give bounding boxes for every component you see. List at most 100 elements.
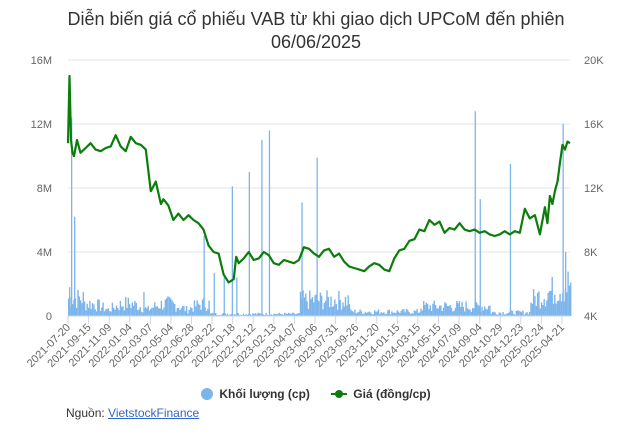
volume-bar — [282, 314, 284, 316]
volume-bar — [542, 305, 544, 316]
volume-bar — [449, 305, 451, 316]
volume-bar — [507, 312, 510, 316]
volume-bar — [167, 296, 169, 316]
volume-bar — [351, 311, 353, 316]
volume-bar — [105, 309, 107, 316]
volume-bar — [411, 313, 413, 316]
volume-bar — [487, 306, 490, 316]
volume-bar — [86, 303, 88, 316]
volume-bar — [181, 305, 184, 316]
volume-bar — [94, 309, 96, 316]
volume-bars-series[interactable] — [68, 111, 572, 316]
volume-bar — [460, 306, 462, 316]
legend-item-price[interactable]: Giá (đồng/cp) — [331, 387, 431, 401]
volume-bar — [278, 312, 280, 316]
volume-bar — [328, 307, 331, 316]
right-axis-tick: 4K — [584, 311, 598, 323]
volume-bar — [370, 312, 372, 316]
volume-bar — [132, 305, 135, 316]
volume-bar — [287, 312, 290, 316]
volume-bar — [468, 309, 470, 316]
volume-bar — [191, 308, 193, 316]
volume-bar — [457, 303, 459, 316]
volume-bar — [276, 314, 278, 316]
volume-bar — [339, 299, 341, 316]
volume-bar — [305, 293, 307, 316]
legend-item-volume[interactable]: Khối lượng (cp) — [201, 387, 310, 401]
volume-bar — [163, 307, 165, 316]
legend: Khối lượng (cp) Giá (đồng/cp) — [0, 387, 632, 403]
source-credit: Nguồn: VietstockFinance — [66, 406, 199, 420]
volume-bar — [374, 310, 376, 316]
right-axis-tick: 8K — [584, 247, 598, 259]
volume-bar — [281, 314, 283, 316]
volume-bar — [315, 294, 318, 316]
volume-bar — [290, 314, 292, 316]
volume-bar — [526, 312, 528, 316]
volume-bar-spike — [479, 199, 481, 316]
volume-bar-spike — [74, 216, 76, 316]
volume-bar — [72, 304, 74, 316]
volume-bar — [434, 305, 437, 316]
volume-bar — [358, 312, 360, 316]
volume-bar — [499, 312, 502, 316]
volume-bar — [408, 312, 410, 316]
volume-bar — [513, 314, 515, 316]
volume-bar — [97, 299, 99, 316]
left-axis-tick: 8M — [37, 183, 52, 195]
volume-bar — [534, 296, 536, 316]
volume-bar — [453, 310, 455, 316]
chart-title-line2: 06/06/2025 — [270, 32, 362, 52]
volume-bar — [465, 301, 467, 316]
volume-bar — [205, 311, 208, 316]
volume-bar — [379, 313, 381, 316]
volume-bar — [540, 302, 543, 316]
volume-bar — [436, 308, 438, 316]
volume-bar — [93, 304, 95, 316]
line-marker-icon — [331, 388, 348, 400]
volume-bar — [421, 310, 424, 316]
volume-bar — [130, 307, 132, 316]
volume-bar — [89, 301, 91, 316]
volume-bar — [291, 312, 294, 316]
volume-bar — [494, 312, 496, 316]
source-link[interactable]: VietstockFinance — [108, 406, 200, 420]
volume-bar — [338, 290, 340, 316]
volume-bar — [332, 306, 335, 316]
volume-bar — [430, 310, 433, 316]
volume-bar — [415, 311, 417, 316]
volume-bar-spike — [261, 140, 263, 316]
volume-bar — [397, 311, 400, 316]
volume-bar — [154, 302, 156, 316]
volume-bar — [489, 305, 491, 316]
volume-bar — [237, 313, 239, 316]
volume-bar — [336, 309, 339, 316]
volume-bar — [389, 314, 392, 316]
volume-bar — [156, 306, 159, 316]
volume-bar — [502, 311, 504, 316]
volume-bar — [142, 312, 144, 316]
volume-bar — [383, 312, 385, 316]
volume-bar — [279, 313, 282, 316]
volume-bar — [297, 313, 299, 316]
volume-bar — [82, 292, 84, 316]
volume-bar — [486, 309, 488, 316]
volume-bar — [107, 308, 110, 316]
volume-bar — [462, 307, 465, 316]
volume-bar — [523, 314, 525, 316]
volume-bar — [566, 292, 568, 316]
volume-bar — [497, 314, 499, 316]
volume-bar — [117, 307, 119, 316]
volume-bar — [554, 294, 556, 316]
volume-bar — [458, 301, 461, 316]
volume-bar — [299, 291, 302, 316]
volume-bar — [448, 306, 450, 316]
volume-bar — [127, 297, 129, 316]
volume-bar — [211, 313, 213, 316]
volume-bar — [121, 306, 123, 316]
price-line-series[interactable] — [66, 74, 571, 284]
volume-bar — [197, 303, 200, 316]
volume-bar — [159, 308, 161, 316]
volume-bar — [158, 308, 160, 316]
